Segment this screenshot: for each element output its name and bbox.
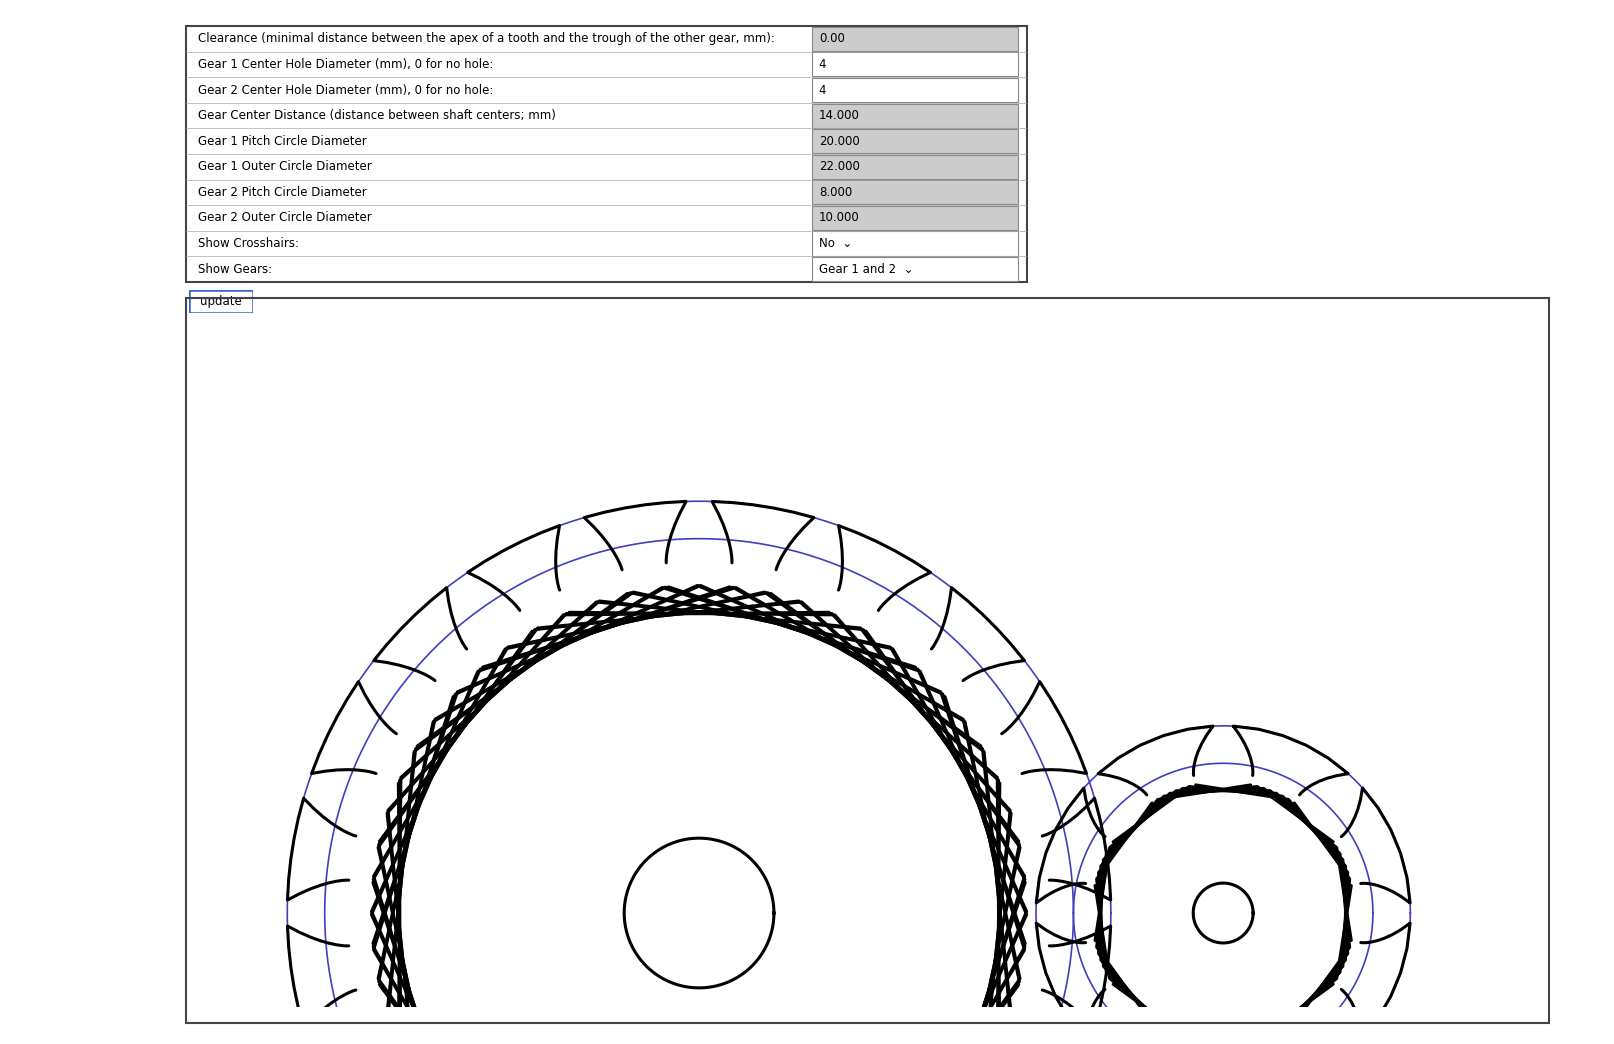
Text: Gear 1 Center Hole Diameter (mm), 0 for no hole:: Gear 1 Center Hole Diameter (mm), 0 for … (199, 58, 494, 71)
Bar (812, 232, 1018, 256)
Text: Gear Center Distance (distance between shaft centers; mm): Gear Center Distance (distance between s… (199, 110, 557, 122)
Text: 4: 4 (818, 58, 826, 71)
Text: Gear 2 Center Hole Diameter (mm), 0 for no hole:: Gear 2 Center Hole Diameter (mm), 0 for … (199, 84, 494, 96)
Bar (812, 181, 1018, 205)
Text: 10.000: 10.000 (818, 212, 860, 224)
Bar (812, 52, 1018, 76)
Text: 4: 4 (818, 84, 826, 96)
Text: Clearance (minimal distance between the apex of a tooth and the trough of the ot: Clearance (minimal distance between the … (199, 32, 775, 45)
Text: Gear 2 Outer Circle Diameter: Gear 2 Outer Circle Diameter (199, 212, 371, 224)
Bar (812, 27, 1018, 51)
Bar (812, 257, 1018, 281)
Text: 0.00: 0.00 (818, 32, 844, 45)
Text: 8.000: 8.000 (818, 186, 852, 198)
Bar (812, 103, 1018, 127)
Bar (812, 129, 1018, 153)
Text: 22.000: 22.000 (818, 161, 860, 173)
Bar (812, 155, 1018, 179)
Text: Show Gears:: Show Gears: (199, 263, 273, 276)
Text: 20.000: 20.000 (818, 135, 860, 147)
Bar (812, 206, 1018, 230)
Text: No  ⌄: No ⌄ (818, 237, 852, 250)
Text: Gear 1 Outer Circle Diameter: Gear 1 Outer Circle Diameter (199, 161, 371, 173)
Text: 14.000: 14.000 (818, 110, 860, 122)
Text: Gear 1 Pitch Circle Diameter: Gear 1 Pitch Circle Diameter (199, 135, 366, 147)
Text: Gear 2 Pitch Circle Diameter: Gear 2 Pitch Circle Diameter (199, 186, 366, 198)
Text: Show Crosshairs:: Show Crosshairs: (199, 237, 299, 250)
Text: update: update (200, 295, 242, 308)
Bar (812, 78, 1018, 102)
Text: Gear 1 and 2  ⌄: Gear 1 and 2 ⌄ (818, 263, 914, 276)
